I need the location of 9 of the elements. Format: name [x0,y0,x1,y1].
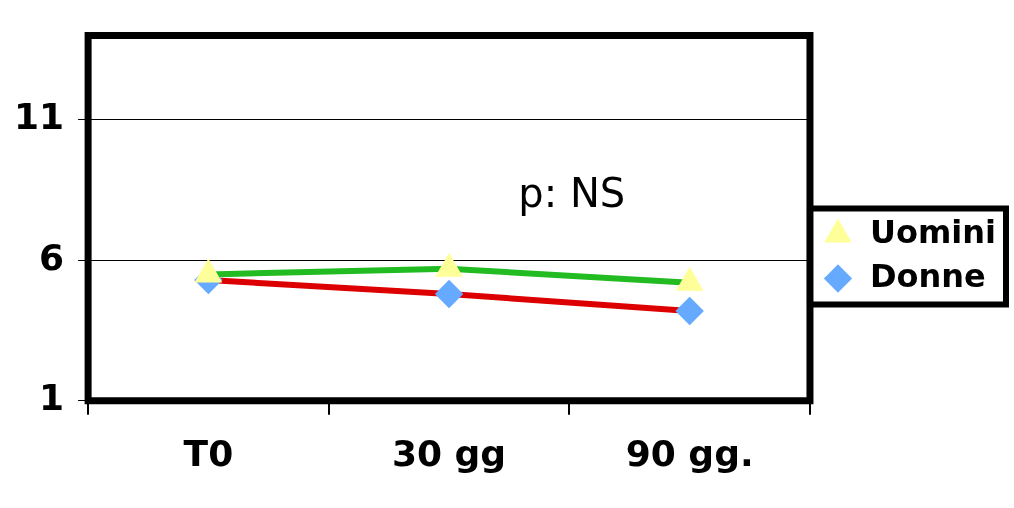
y-tick-label: 6 [39,236,65,278]
y-tick-label: 1 [39,377,65,419]
annotation: p: NS [518,169,626,216]
x-tick-label: T0 [183,432,234,474]
legend-label: Donne [869,256,986,295]
legend-label: Uomini [869,212,996,251]
x-tick-label: 90 gg. [625,432,754,474]
x-tick-label: 30 gg [391,432,507,474]
y-tick-label: 11 [13,96,65,138]
